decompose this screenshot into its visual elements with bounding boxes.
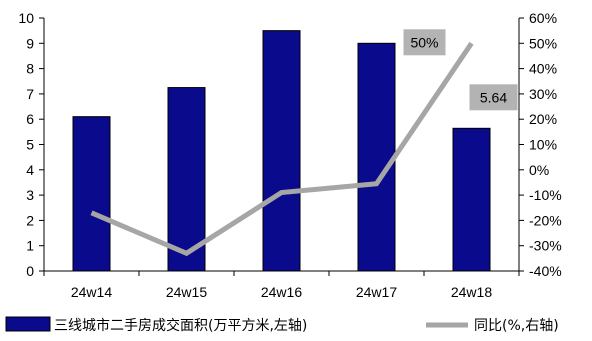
bars-group bbox=[72, 30, 491, 272]
series-line bbox=[90, 41, 474, 257]
y-left-tick-label: 10 bbox=[18, 10, 34, 26]
y-left-tick-label: 8 bbox=[26, 61, 34, 77]
data-labels-group: 50% 5.64 bbox=[403, 29, 518, 111]
y-right-tick-label: 0% bbox=[529, 162, 549, 178]
y-right-tick-label: 50% bbox=[529, 35, 557, 51]
y-left-tick-label: 3 bbox=[26, 187, 34, 203]
y-right-tick-label: -40% bbox=[529, 263, 562, 279]
y-left-tick-label: 1 bbox=[26, 238, 34, 254]
bar bbox=[262, 30, 301, 272]
bar bbox=[72, 116, 111, 272]
data-label-box bbox=[403, 29, 446, 56]
x-tick-label: 24w18 bbox=[451, 284, 492, 300]
bar bbox=[357, 42, 396, 272]
y-right-tick-label: 20% bbox=[529, 111, 557, 127]
line-group bbox=[90, 41, 474, 257]
legend-label-line: 同比(%,右轴) bbox=[474, 318, 559, 334]
x-tick-label: 24w16 bbox=[261, 284, 302, 300]
x-tick-label: 24w15 bbox=[166, 284, 207, 300]
legend: 三线城市二手房成交面积(万平方米,左轴) 同比(%,右轴) bbox=[5, 316, 559, 334]
bar bbox=[452, 127, 491, 272]
y-right-tick-label: -30% bbox=[529, 238, 562, 254]
y-left-tick-label: 6 bbox=[26, 111, 34, 127]
y-right-tick-label: -10% bbox=[529, 187, 562, 203]
legend-label-bars: 三线城市二手房成交面积(万平方米,左轴) bbox=[54, 317, 307, 334]
y-right-tick-label: -20% bbox=[529, 212, 562, 228]
data-label: 5.64 bbox=[480, 89, 507, 105]
x-tick-label: 24w17 bbox=[356, 284, 397, 300]
y-right-tick-label: 40% bbox=[529, 61, 557, 77]
y-left-tick-label: 5 bbox=[26, 137, 34, 153]
data-label-box bbox=[469, 84, 518, 111]
y-right-tick-label: 60% bbox=[529, 10, 557, 26]
data-label: 50% bbox=[410, 34, 438, 50]
y-left-tick-label: 2 bbox=[26, 212, 34, 228]
axes-group: 0 1 2 3 4 5 6 7 8 9 10 -40% -30% -20% -10% 0% 10% 20% 30% 4… bbox=[18, 10, 561, 300]
y-left-tick-label: 4 bbox=[26, 162, 34, 178]
bar bbox=[167, 87, 206, 272]
legend-swatch-bars bbox=[5, 316, 51, 332]
y-left-tick-label: 7 bbox=[26, 86, 34, 102]
y-right-tick-label: 30% bbox=[529, 86, 557, 102]
y-left-tick-label: 0 bbox=[26, 263, 34, 279]
y-left-tick-label: 9 bbox=[26, 35, 34, 51]
y-right-tick-label: 10% bbox=[529, 137, 557, 153]
x-tick-label: 24w14 bbox=[71, 284, 112, 300]
